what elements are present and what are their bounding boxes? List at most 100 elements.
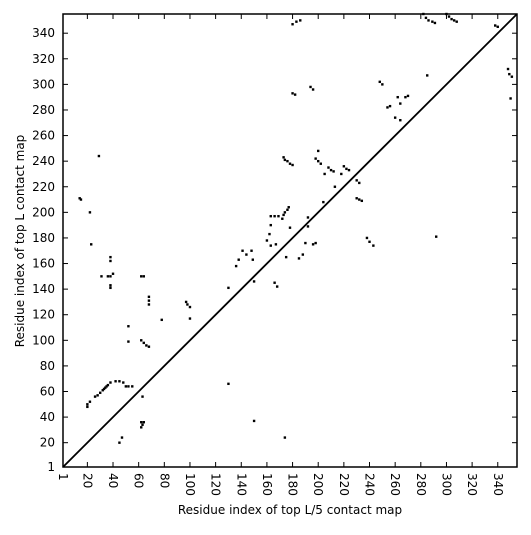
point	[140, 426, 143, 429]
point	[142, 275, 145, 278]
point	[301, 253, 305, 256]
point	[433, 21, 437, 25]
point	[90, 243, 93, 246]
point	[88, 400, 92, 403]
x-tick-label: 260	[388, 473, 402, 496]
point	[97, 154, 101, 158]
point	[275, 285, 279, 288]
point	[431, 20, 434, 23]
y-tick-label: 40	[40, 410, 55, 424]
point	[106, 275, 110, 278]
point	[141, 423, 144, 426]
x-tick-label: 160	[260, 473, 274, 496]
point	[273, 281, 276, 284]
point	[306, 225, 310, 228]
point	[284, 255, 288, 259]
point	[86, 403, 89, 406]
point	[188, 317, 192, 320]
x-tick-label: 200	[311, 473, 325, 496]
point	[306, 216, 310, 219]
point	[184, 300, 188, 304]
point	[237, 258, 240, 261]
point	[186, 303, 189, 306]
point	[368, 240, 371, 243]
point	[142, 341, 145, 345]
y-tick-label: 320	[32, 52, 55, 66]
point	[317, 149, 320, 153]
point	[287, 206, 290, 209]
point	[327, 166, 330, 169]
point	[329, 168, 333, 172]
point	[309, 85, 312, 89]
y-tick-label: 160	[32, 257, 55, 271]
y-tick-label: 200	[32, 205, 55, 219]
point	[283, 436, 287, 439]
point	[114, 380, 117, 383]
point	[509, 97, 512, 100]
point	[386, 106, 389, 109]
point	[360, 199, 364, 203]
point	[297, 257, 301, 260]
point	[286, 208, 289, 211]
point	[274, 243, 278, 246]
point	[291, 163, 294, 167]
point	[141, 395, 144, 398]
point	[124, 385, 128, 388]
y-tick-label: 220	[32, 180, 55, 194]
y-tick-label: 20	[40, 436, 55, 450]
x-tick-label: 140	[234, 473, 248, 496]
point	[422, 12, 425, 16]
point	[78, 197, 81, 200]
y-tick-label: 180	[32, 231, 55, 245]
point	[510, 75, 514, 78]
point	[406, 94, 410, 98]
point	[404, 95, 407, 99]
x-tick-label: 120	[209, 473, 223, 496]
point	[268, 232, 271, 236]
point	[332, 170, 335, 173]
point	[358, 181, 361, 185]
point	[102, 387, 106, 391]
x-axis-label: Residue index of top L/5 contact map	[178, 503, 402, 517]
point	[288, 162, 292, 165]
point	[378, 80, 381, 84]
point	[147, 299, 151, 302]
y-tick-label: 120	[32, 308, 55, 322]
point	[252, 280, 256, 283]
point	[79, 198, 83, 201]
point	[399, 119, 402, 122]
point	[104, 386, 107, 389]
point	[282, 213, 285, 217]
point	[333, 185, 337, 188]
point	[86, 405, 89, 409]
point	[304, 241, 307, 245]
point	[140, 275, 143, 278]
y-axis-label: Residue index of top L contact map	[13, 135, 27, 348]
point	[283, 158, 287, 162]
point	[288, 226, 292, 229]
y-tick-label: 80	[40, 359, 55, 373]
point	[147, 345, 151, 348]
point	[506, 67, 510, 71]
point	[100, 275, 103, 278]
point	[269, 223, 272, 227]
point	[424, 16, 428, 20]
point	[282, 156, 285, 159]
point	[111, 272, 115, 275]
point	[106, 383, 110, 387]
x-tick-label: 340	[491, 473, 505, 496]
diagonal	[62, 13, 518, 468]
x-tick-label: 180	[286, 473, 300, 496]
point	[109, 275, 112, 278]
point	[142, 421, 145, 424]
point	[365, 236, 369, 240]
point	[160, 318, 163, 322]
point	[140, 421, 143, 424]
point	[450, 17, 453, 21]
point	[293, 93, 297, 96]
point	[127, 385, 130, 388]
point	[291, 92, 294, 95]
x-tick-label: 20	[80, 473, 94, 488]
point	[427, 19, 430, 22]
